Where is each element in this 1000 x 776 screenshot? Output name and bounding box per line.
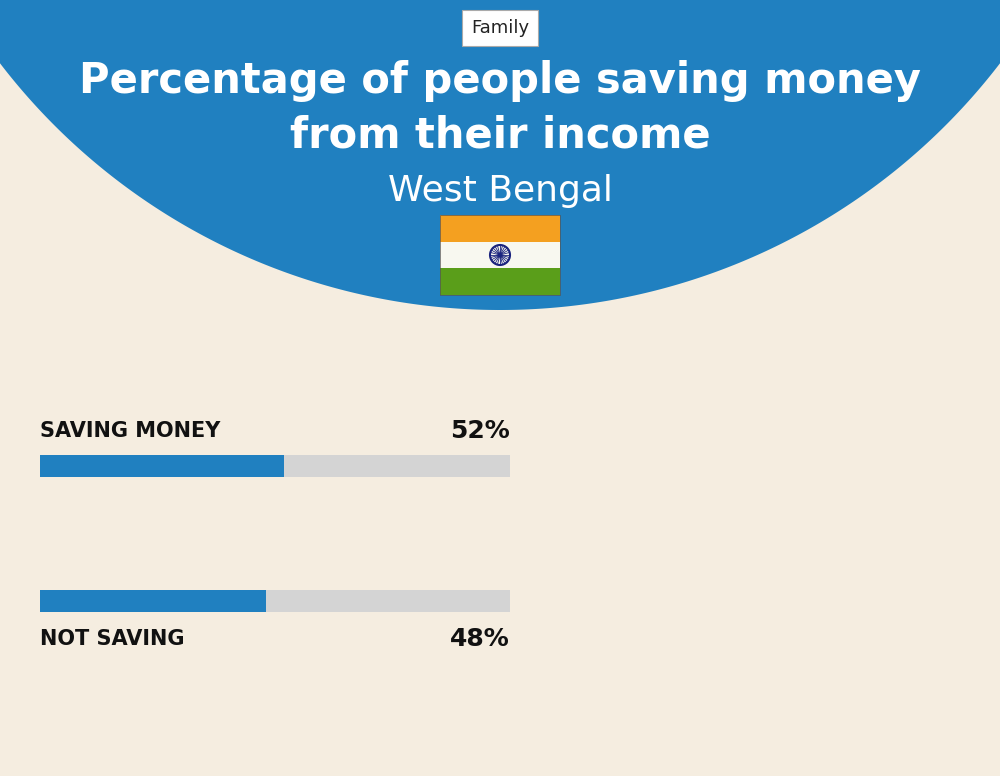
Text: Percentage of people saving money: Percentage of people saving money — [79, 60, 921, 102]
Polygon shape — [0, 0, 1000, 310]
Circle shape — [498, 254, 502, 257]
FancyBboxPatch shape — [440, 268, 560, 295]
Text: 48%: 48% — [450, 627, 510, 651]
Text: Family: Family — [471, 19, 529, 37]
Text: 52%: 52% — [450, 419, 510, 443]
FancyBboxPatch shape — [40, 455, 510, 477]
FancyBboxPatch shape — [440, 215, 560, 241]
Text: West Bengal: West Bengal — [388, 174, 612, 208]
FancyBboxPatch shape — [440, 241, 560, 268]
FancyBboxPatch shape — [40, 590, 266, 612]
FancyBboxPatch shape — [40, 590, 510, 612]
Text: NOT SAVING: NOT SAVING — [40, 629, 184, 649]
Text: SAVING MONEY: SAVING MONEY — [40, 421, 220, 441]
Text: from their income: from their income — [290, 115, 710, 157]
FancyBboxPatch shape — [40, 455, 284, 477]
